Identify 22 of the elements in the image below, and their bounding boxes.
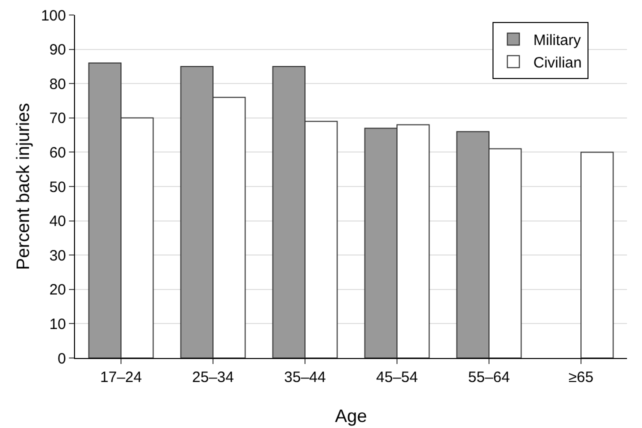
y-tick-label: 40 bbox=[49, 213, 66, 230]
y-tick-label: 100 bbox=[40, 7, 66, 24]
x-tick-label: 55–64 bbox=[468, 369, 510, 386]
y-tick-label: 50 bbox=[49, 178, 66, 196]
bar bbox=[580, 152, 614, 358]
y-tick-label: 70 bbox=[49, 110, 66, 128]
y-tick-label: 60 bbox=[49, 144, 66, 162]
x-axis-title: Age bbox=[334, 406, 368, 426]
x-tick-label: 25–34 bbox=[192, 369, 234, 386]
x-tick-label: 17–24 bbox=[100, 369, 142, 386]
legend-label: Military bbox=[533, 32, 582, 49]
y-tick-label: 10 bbox=[49, 316, 66, 333]
y-tick-label: 0 bbox=[58, 350, 66, 368]
y-tick-label: 20 bbox=[49, 282, 66, 299]
legend-label: Civilian bbox=[533, 54, 582, 72]
y-axis-title: Percent back injuries bbox=[13, 102, 33, 270]
x-tick-label: 45–54 bbox=[376, 369, 418, 386]
y-tick-label: 80 bbox=[49, 76, 66, 93]
x-tick-label: ≥65 bbox=[568, 369, 594, 386]
y-tick-label: 30 bbox=[49, 247, 66, 264]
x-tick-label: 35–44 bbox=[284, 369, 326, 386]
y-tick-label: 90 bbox=[49, 42, 66, 59]
